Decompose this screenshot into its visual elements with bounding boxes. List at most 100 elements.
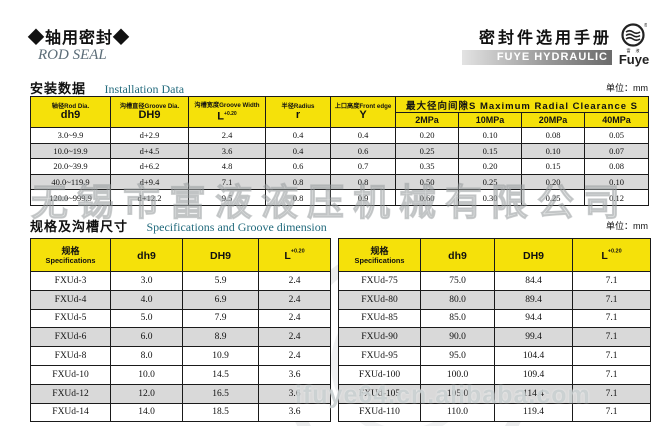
table-row: FXUd-12 12.0 16.5 3.6 [30, 383, 331, 404]
fuye-logo: ® 富 液 Fuye [614, 22, 654, 66]
table-row: FXUd-14 14.0 18.5 3.6 [30, 402, 331, 423]
col-header-small: 轴径Rod Dia. [51, 103, 90, 110]
spec-table-small-sizes: 规格 Specifications dh9 DH9 L+0.20 FXUd-3 3… [30, 238, 331, 423]
section2-heading: 规格及沟槽尺寸 Specifications and Groove dimens… [30, 216, 648, 234]
table-cell: 0.6 [265, 158, 331, 175]
table-row: FXUd-75 75.0 84.4 7.1 [338, 271, 651, 291]
table-cell: 10.9 [182, 346, 259, 366]
table-cell: 0.20 [521, 173, 585, 191]
table-row: 120.0~999.9 d+12.2 9.5 0.8 0.9 0.60 0.30 0.25 0.… [30, 189, 650, 206]
col-header-spec-en: Specifications [45, 255, 96, 265]
table-cell: 10.0~19.9 [30, 142, 111, 160]
table-cell: 0.05 [583, 127, 650, 144]
table-cell: 7.1 [572, 383, 651, 404]
table-cell: FXUd-8 [30, 346, 111, 366]
table-cell: 0.10 [521, 142, 585, 160]
col-header-small: 沟槽直径Groove Dia. [119, 103, 180, 110]
logo-cn-text: 富 液 [626, 48, 642, 53]
spec-table-left-body: FXUd-3 3.0 5.9 2.4 FXUd-4 4.0 6.9 2.4 FXUd-5 5.0 7… [30, 271, 331, 423]
table-cell: 84.4 [494, 271, 573, 291]
table-cell: d+4.5 [110, 142, 189, 160]
col-header-rod-dia: 轴径Rod Dia. dh9 [30, 96, 111, 128]
col-header-10mpa: 10MPa [458, 112, 522, 128]
table-cell: 5.9 [182, 271, 259, 291]
table-cell: FXUd-10 [30, 364, 111, 385]
table-cell: 7.1 [572, 402, 651, 423]
table-cell: 3.6 [258, 364, 331, 385]
table-cell: 2.4 [258, 289, 331, 310]
manual-title: 密封件选用手册 [478, 30, 612, 47]
table-cell: 75.0 [420, 271, 495, 291]
table-cell: 8.0 [110, 346, 183, 366]
table-cell: 7.1 [572, 271, 651, 291]
table-cell: 18.5 [182, 402, 259, 423]
table-cell: 0.25 [521, 189, 585, 206]
table-cell: FXUd-95 [338, 346, 421, 366]
table-cell: 119.4 [494, 402, 573, 423]
col-header-tolerance: +0.20 [224, 110, 237, 117]
table-cell: FXUd-80 [338, 289, 421, 310]
table-row: FXUd-105 105.0 114.4 7.1 [338, 383, 651, 404]
table-cell: 3.6 [258, 402, 331, 423]
col-header-tolerance: +0.20 [290, 248, 305, 255]
fuye-logo-icon: ® [621, 22, 647, 47]
table-cell: 0.20 [395, 127, 459, 144]
table-cell: 85.0 [420, 308, 495, 329]
table-cell: 0.4 [330, 127, 396, 144]
table-cell: 0.7 [330, 158, 396, 175]
table-cell: 6.0 [110, 327, 183, 348]
col-header-DH9: DH9 [494, 238, 573, 272]
col-header-small: 沟槽宽度Groove Width [194, 101, 260, 109]
table-cell: FXUd-85 [338, 308, 421, 329]
table-cell: FXUd-105 [338, 383, 421, 404]
table-cell: 16.5 [182, 383, 259, 404]
spec-table-large-sizes: 规格 Specifications dh9 DH9 L+0.20 FXUd-75… [338, 238, 651, 423]
table-cell: 7.9 [182, 308, 259, 329]
table-cell: 0.12 [583, 189, 650, 206]
col-header-front-edge: 上口高度Front edge Y [330, 96, 396, 128]
table-cell: 3.6 [258, 383, 331, 404]
section2-title-cn: 规格及沟槽尺寸 [30, 219, 129, 234]
table-cell: 0.4 [265, 127, 331, 144]
table-cell: 0.07 [583, 142, 650, 160]
col-header-dh9: dh9 [110, 238, 183, 272]
table-cell: 3.6 [188, 142, 266, 160]
table-cell: d+12.2 [110, 189, 189, 206]
table-cell: 0.15 [521, 158, 585, 175]
table-cell: 110.0 [420, 402, 495, 423]
table-row: FXUd-8 8.0 10.9 2.4 [30, 346, 331, 366]
table-cell: 2.4 [258, 271, 331, 291]
table-cell: 0.50 [395, 173, 459, 191]
col-header-big: dh9 [60, 109, 81, 121]
table-cell: 7.1 [572, 308, 651, 329]
table-cell: 0.4 [265, 142, 331, 160]
col-header-groove-width: 沟槽宽度Groove Width L+0.20 [188, 96, 266, 128]
col-header-specifications: 规格 Specifications [30, 238, 111, 272]
col-header-spec-en: Specifications [354, 255, 405, 265]
logo-wordmark: Fuye [618, 52, 650, 67]
col-header-spec-cn: 规格 [61, 245, 80, 256]
col-header-specifications: 规格 Specifications [338, 238, 421, 272]
table-cell: 2.4 [258, 308, 331, 329]
table-row: FXUd-110 110.0 119.4 7.1 [338, 402, 651, 423]
col-header-big: DH9 [138, 109, 161, 121]
svg-text:®: ® [644, 22, 647, 29]
table-cell: FXUd-3 [30, 271, 111, 291]
table-cell: 7.1 [572, 364, 651, 385]
table-cell: 0.30 [458, 189, 522, 206]
col-header-big: r [295, 109, 301, 121]
table-cell: 0.20 [458, 158, 522, 175]
table-cell: 3.0 [110, 271, 183, 291]
table-cell: 114.4 [494, 383, 573, 404]
table-cell: 0.8 [330, 173, 396, 191]
table-row: FXUd-90 90.0 99.4 7.1 [338, 327, 651, 348]
table-cell: 4.8 [188, 158, 266, 175]
table-cell: 8.9 [182, 327, 259, 348]
table-cell: FXUd-100 [338, 364, 421, 385]
table-cell: 0.15 [458, 142, 522, 160]
table-cell: 0.25 [395, 142, 459, 160]
table-cell: FXUd-12 [30, 383, 111, 404]
table-cell: 7.1 [572, 346, 651, 366]
table-cell: FXUd-110 [338, 402, 421, 423]
page-subtitle: ROD SEAL [38, 47, 107, 63]
